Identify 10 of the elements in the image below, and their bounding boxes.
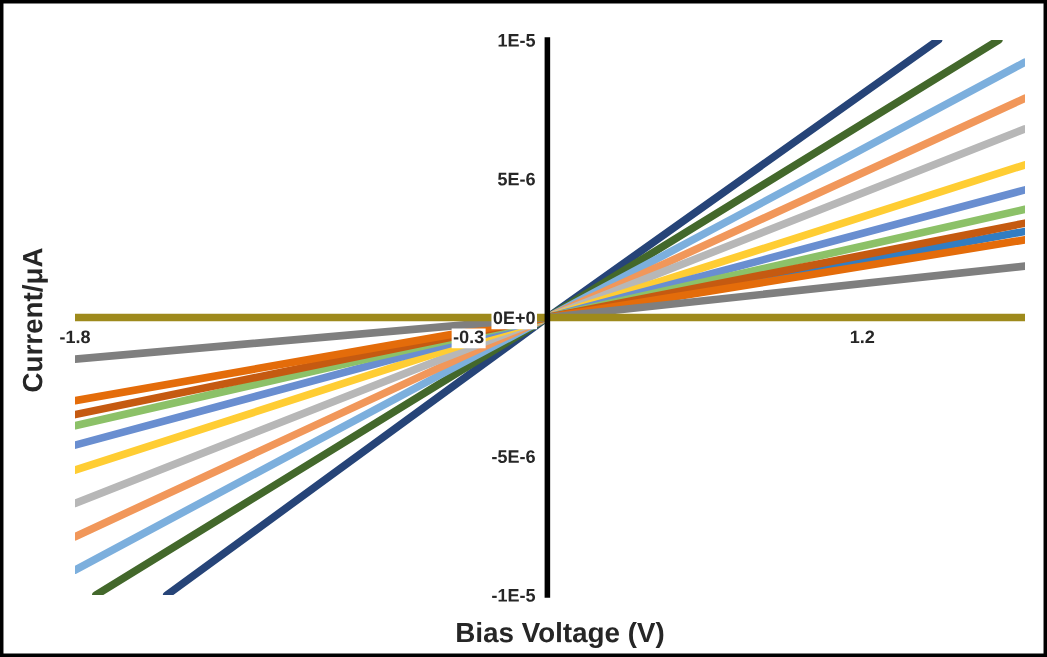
y-axis-title: Current/μA xyxy=(22,248,48,392)
y-tick-label: 5E-6 xyxy=(497,172,535,186)
x-tick-label: -1.8 xyxy=(60,330,90,344)
x-tick-label: 1.2 xyxy=(850,330,875,344)
x-tick-label: -0.3 xyxy=(453,330,484,344)
y-tick-label: -5E-6 xyxy=(492,450,535,463)
y-tick-label: -1E-5 xyxy=(492,589,536,602)
x-axis-title: Bias Voltage (V) xyxy=(457,621,664,649)
y-tick-label: 1E-5 xyxy=(498,34,536,47)
y-tick-label: 0E+0 xyxy=(493,311,535,325)
